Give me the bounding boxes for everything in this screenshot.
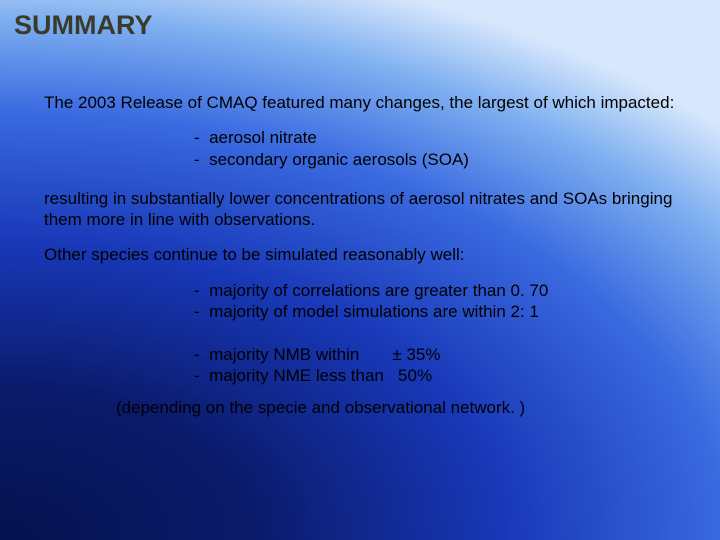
result-paragraph: resulting in substantially lower concent… [44,188,700,231]
list-item: - majority NMB within ± 35% [194,344,700,365]
intro-paragraph: The 2003 Release of CMAQ featured many c… [44,92,700,113]
stats-bullet-list-b: - majority NMB within ± 35% - majority N… [194,344,700,387]
slide-title: SUMMARY [14,10,153,41]
impact-bullet-list: - aerosol nitrate - secondary organic ae… [194,127,700,170]
list-item: - majority NME less than 50% [194,365,700,386]
list-item: - majority of model simulations are with… [194,301,700,322]
list-item: - secondary organic aerosols (SOA) [194,149,700,170]
list-item: - aerosol nitrate [194,127,700,148]
footnote: (depending on the specie and observation… [116,397,700,418]
other-paragraph: Other species continue to be simulated r… [44,244,700,265]
slide-body: The 2003 Release of CMAQ featured many c… [44,92,700,418]
stats-bullet-list-a: - majority of correlations are greater t… [194,280,700,323]
list-item: - majority of correlations are greater t… [194,280,700,301]
